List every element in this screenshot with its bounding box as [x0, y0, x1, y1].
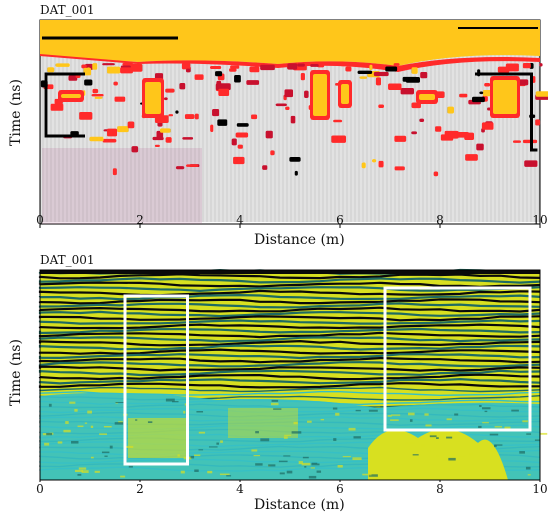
x-tick-label: 4: [236, 213, 244, 227]
top-radargram: [39, 19, 548, 228]
bottom-radargram: [38, 268, 548, 482]
bottom-reflections: [38, 268, 548, 480]
rectangle-annotation: [383, 286, 532, 432]
x-tick-label: 8: [436, 482, 444, 496]
x-tick-label: 2: [136, 482, 144, 496]
rectangle-annotation: [123, 294, 189, 466]
bottom-panel-label: DAT_001: [40, 253, 95, 267]
top-y-axis-title: Time (ns): [8, 79, 24, 146]
x-tick-label: 10: [532, 482, 548, 496]
x-tick-label: 4: [236, 482, 244, 496]
x-tick-label: 10: [532, 213, 548, 227]
bottom-plot-frame: [39, 269, 541, 481]
x-tick-label: 6: [336, 213, 344, 227]
x-tick-label: 0: [36, 482, 44, 496]
bracket-annotation: [475, 72, 538, 152]
top-panel-label: DAT_001: [40, 3, 95, 17]
x-tick-label: 0: [36, 213, 44, 227]
bracket-annotation: [44, 72, 85, 138]
x-tick-label: 8: [436, 213, 444, 227]
top-traces: [40, 20, 548, 224]
bottom-x-axis-title: Distance (m): [254, 497, 345, 513]
x-tick-label: 2: [136, 213, 144, 227]
top-x-axis-title: Distance (m): [254, 232, 345, 248]
x-tick-label: 6: [336, 482, 344, 496]
bottom-y-axis-title: Time (ns): [8, 339, 24, 406]
